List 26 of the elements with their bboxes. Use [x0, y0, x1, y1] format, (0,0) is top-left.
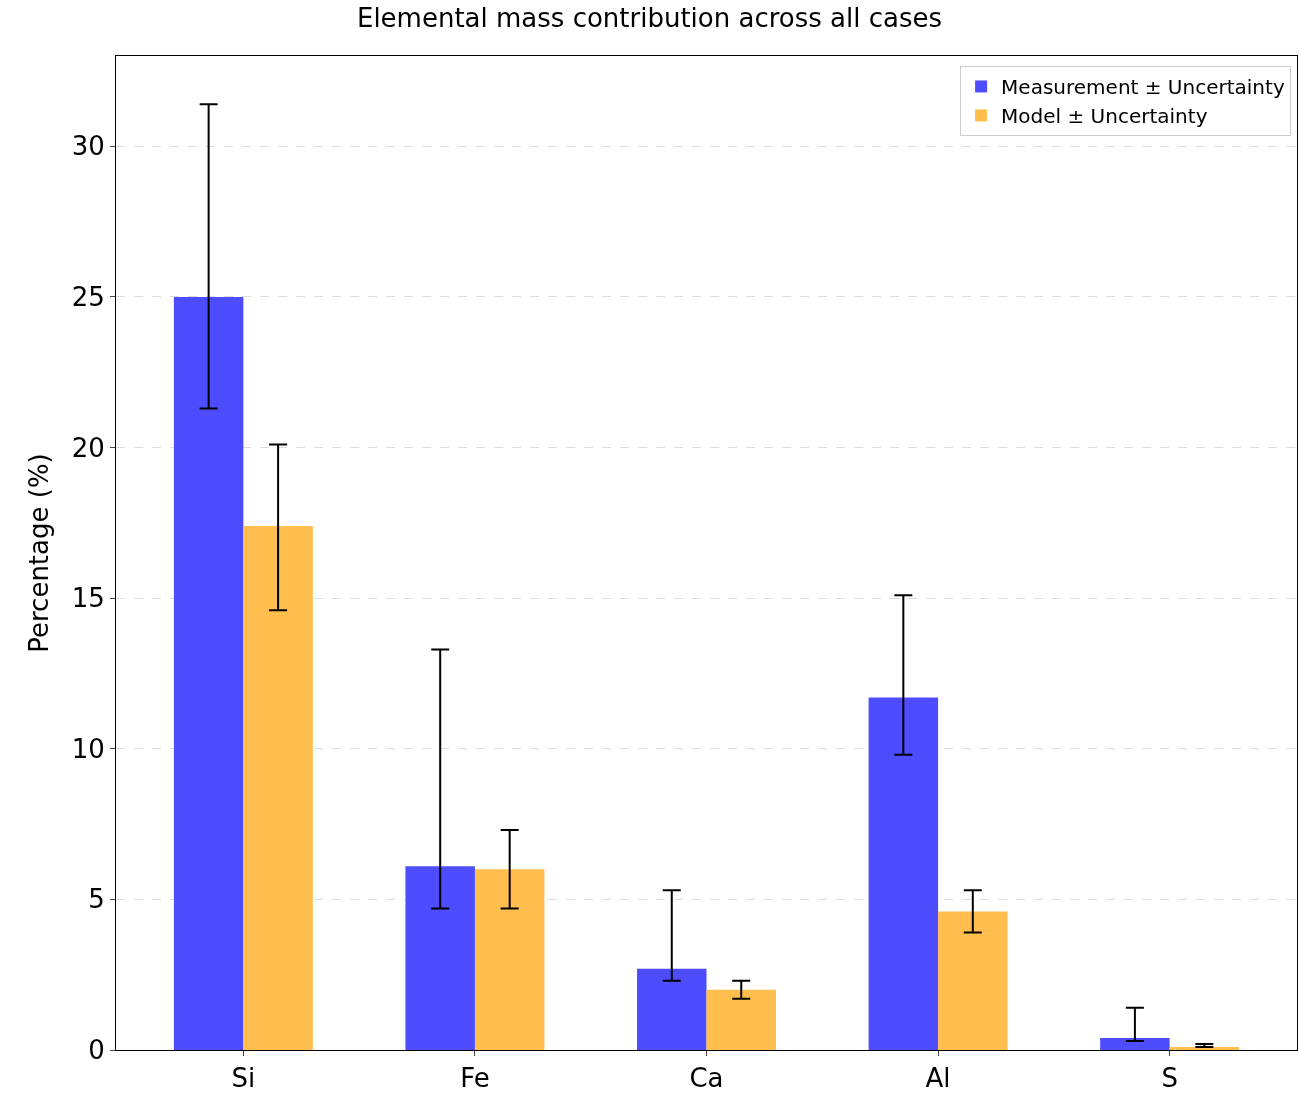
- x-tick-label: S: [1161, 1063, 1178, 1094]
- bar: [706, 989, 776, 1050]
- y-axis-title: Percentage (%): [24, 453, 55, 653]
- y-tick-label: 30: [71, 131, 105, 162]
- bar: [1100, 1037, 1170, 1050]
- x-tick-label: Ca: [689, 1063, 724, 1094]
- legend-label: Model ± Uncertainty: [1001, 104, 1208, 129]
- bar: [637, 968, 707, 1050]
- legend-label: Measurement ± Uncertainty: [1001, 75, 1285, 100]
- bar: [868, 697, 939, 1050]
- bar: [938, 911, 1008, 1050]
- y-tick-label: 25: [71, 282, 105, 313]
- y-tick-label: 10: [71, 733, 105, 764]
- bar: [173, 296, 244, 1050]
- x-tick-label: Al: [925, 1063, 951, 1094]
- bar: [243, 525, 313, 1050]
- bar: [405, 866, 475, 1050]
- y-tick-label: 5: [88, 884, 105, 915]
- bar: [1169, 1046, 1240, 1050]
- chart-title: Elemental mass contribution across all cases: [356, 2, 943, 33]
- x-tick-label: Si: [231, 1063, 256, 1094]
- x-tick-label: Fe: [460, 1063, 490, 1094]
- bar: [474, 869, 545, 1050]
- y-tick-label: 15: [71, 583, 105, 614]
- y-tick-label: 20: [71, 432, 105, 463]
- y-tick-label: 0: [88, 1035, 105, 1066]
